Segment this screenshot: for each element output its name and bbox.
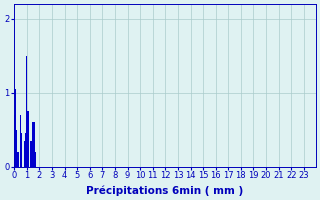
Bar [30,141,31,167]
Bar [20,115,21,167]
Bar [28,111,29,167]
Bar [15,89,16,167]
Bar [25,133,26,167]
Bar [24,141,25,167]
Bar [32,122,34,167]
Bar [34,122,35,167]
Bar [21,133,22,167]
X-axis label: Précipitations 6min ( mm ): Précipitations 6min ( mm ) [86,185,243,196]
Bar [26,56,28,167]
Bar [16,130,17,167]
Bar [35,152,36,167]
Bar [31,141,32,167]
Bar [13,115,15,167]
Bar [17,152,19,167]
